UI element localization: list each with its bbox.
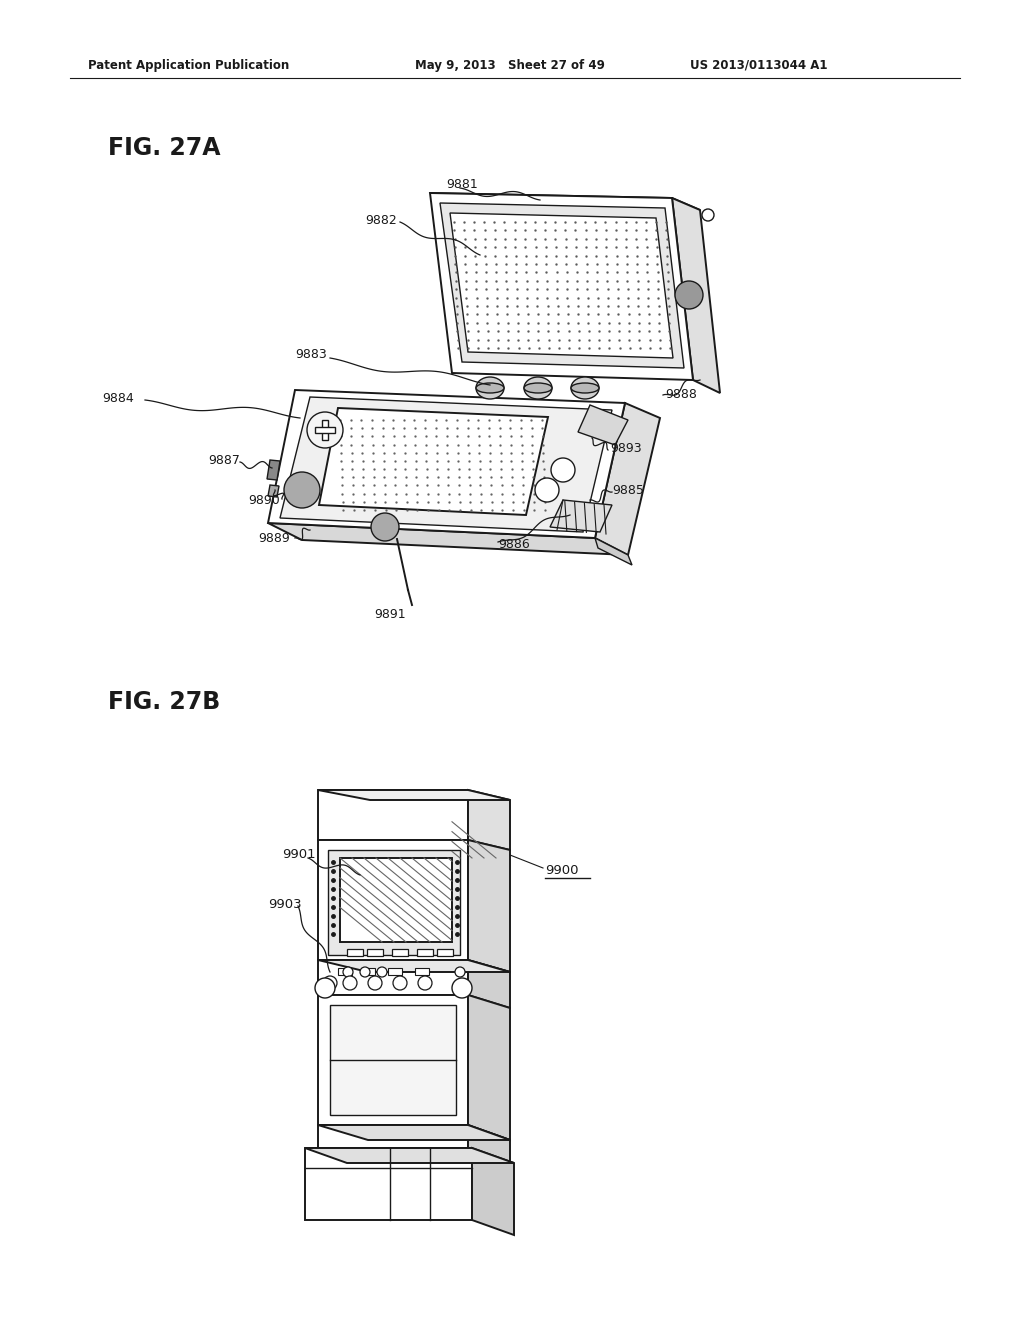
Text: 9887: 9887 [208, 454, 240, 466]
Text: 9903: 9903 [268, 899, 302, 912]
Ellipse shape [571, 383, 599, 393]
Polygon shape [318, 995, 468, 1125]
Text: 9891: 9891 [374, 609, 406, 622]
Polygon shape [430, 193, 693, 380]
Polygon shape [319, 408, 548, 515]
Circle shape [393, 975, 407, 990]
Polygon shape [318, 1125, 468, 1148]
Polygon shape [340, 858, 452, 942]
Polygon shape [468, 789, 510, 850]
Circle shape [284, 473, 319, 508]
Polygon shape [315, 426, 335, 433]
Polygon shape [472, 1148, 514, 1236]
Circle shape [343, 975, 357, 990]
Text: 9890: 9890 [248, 494, 280, 507]
Polygon shape [417, 949, 433, 956]
Polygon shape [267, 459, 280, 480]
Text: 9883: 9883 [295, 348, 327, 362]
Polygon shape [437, 949, 453, 956]
Circle shape [323, 975, 337, 990]
Circle shape [360, 968, 370, 977]
Ellipse shape [524, 378, 552, 399]
Polygon shape [361, 968, 375, 975]
Text: 9901: 9901 [282, 849, 315, 862]
Polygon shape [322, 420, 328, 440]
Circle shape [371, 513, 399, 541]
Polygon shape [330, 1005, 456, 1115]
Text: 9889: 9889 [258, 532, 290, 544]
Text: FIG. 27B: FIG. 27B [108, 690, 220, 714]
Circle shape [455, 968, 465, 977]
Polygon shape [550, 500, 612, 532]
Polygon shape [318, 789, 468, 840]
Text: 9882: 9882 [365, 214, 396, 227]
Polygon shape [318, 1125, 510, 1140]
Polygon shape [318, 840, 468, 960]
Polygon shape [388, 968, 402, 975]
Polygon shape [595, 539, 632, 565]
Polygon shape [347, 949, 362, 956]
Text: 9885: 9885 [612, 483, 644, 496]
Circle shape [551, 458, 575, 482]
Ellipse shape [476, 378, 504, 399]
Polygon shape [338, 968, 352, 975]
Polygon shape [268, 523, 628, 554]
Circle shape [535, 478, 559, 502]
Ellipse shape [571, 378, 599, 399]
Polygon shape [595, 403, 660, 554]
Text: 9893: 9893 [610, 441, 642, 454]
Polygon shape [415, 968, 429, 975]
Polygon shape [280, 397, 612, 532]
Circle shape [315, 978, 335, 998]
Polygon shape [440, 203, 684, 368]
Polygon shape [468, 840, 510, 972]
Circle shape [343, 968, 353, 977]
Polygon shape [318, 960, 468, 995]
Polygon shape [328, 850, 460, 954]
Polygon shape [268, 484, 279, 498]
Polygon shape [468, 995, 510, 1140]
Circle shape [377, 968, 387, 977]
Circle shape [702, 209, 714, 220]
Text: Patent Application Publication: Patent Application Publication [88, 58, 289, 71]
Polygon shape [305, 1148, 472, 1220]
Text: 9886: 9886 [498, 539, 529, 552]
Polygon shape [468, 1125, 510, 1163]
Text: May 9, 2013   Sheet 27 of 49: May 9, 2013 Sheet 27 of 49 [415, 58, 605, 71]
Polygon shape [318, 789, 510, 800]
Circle shape [452, 978, 472, 998]
Circle shape [368, 975, 382, 990]
Polygon shape [268, 389, 625, 539]
Polygon shape [305, 1148, 514, 1163]
Polygon shape [392, 949, 408, 956]
Polygon shape [430, 193, 700, 210]
Polygon shape [367, 949, 383, 956]
Text: 9881: 9881 [446, 178, 478, 191]
Text: 9900: 9900 [545, 863, 579, 876]
Text: 9888: 9888 [665, 388, 697, 401]
Polygon shape [318, 960, 510, 972]
Circle shape [418, 975, 432, 990]
Text: 9884: 9884 [102, 392, 134, 404]
Polygon shape [672, 198, 720, 393]
Polygon shape [468, 960, 510, 1008]
Ellipse shape [476, 383, 504, 393]
Polygon shape [450, 213, 673, 358]
Circle shape [307, 412, 343, 447]
Ellipse shape [524, 383, 552, 393]
Polygon shape [578, 405, 628, 445]
Text: FIG. 27A: FIG. 27A [108, 136, 220, 160]
Circle shape [675, 281, 703, 309]
Text: US 2013/0113044 A1: US 2013/0113044 A1 [690, 58, 827, 71]
